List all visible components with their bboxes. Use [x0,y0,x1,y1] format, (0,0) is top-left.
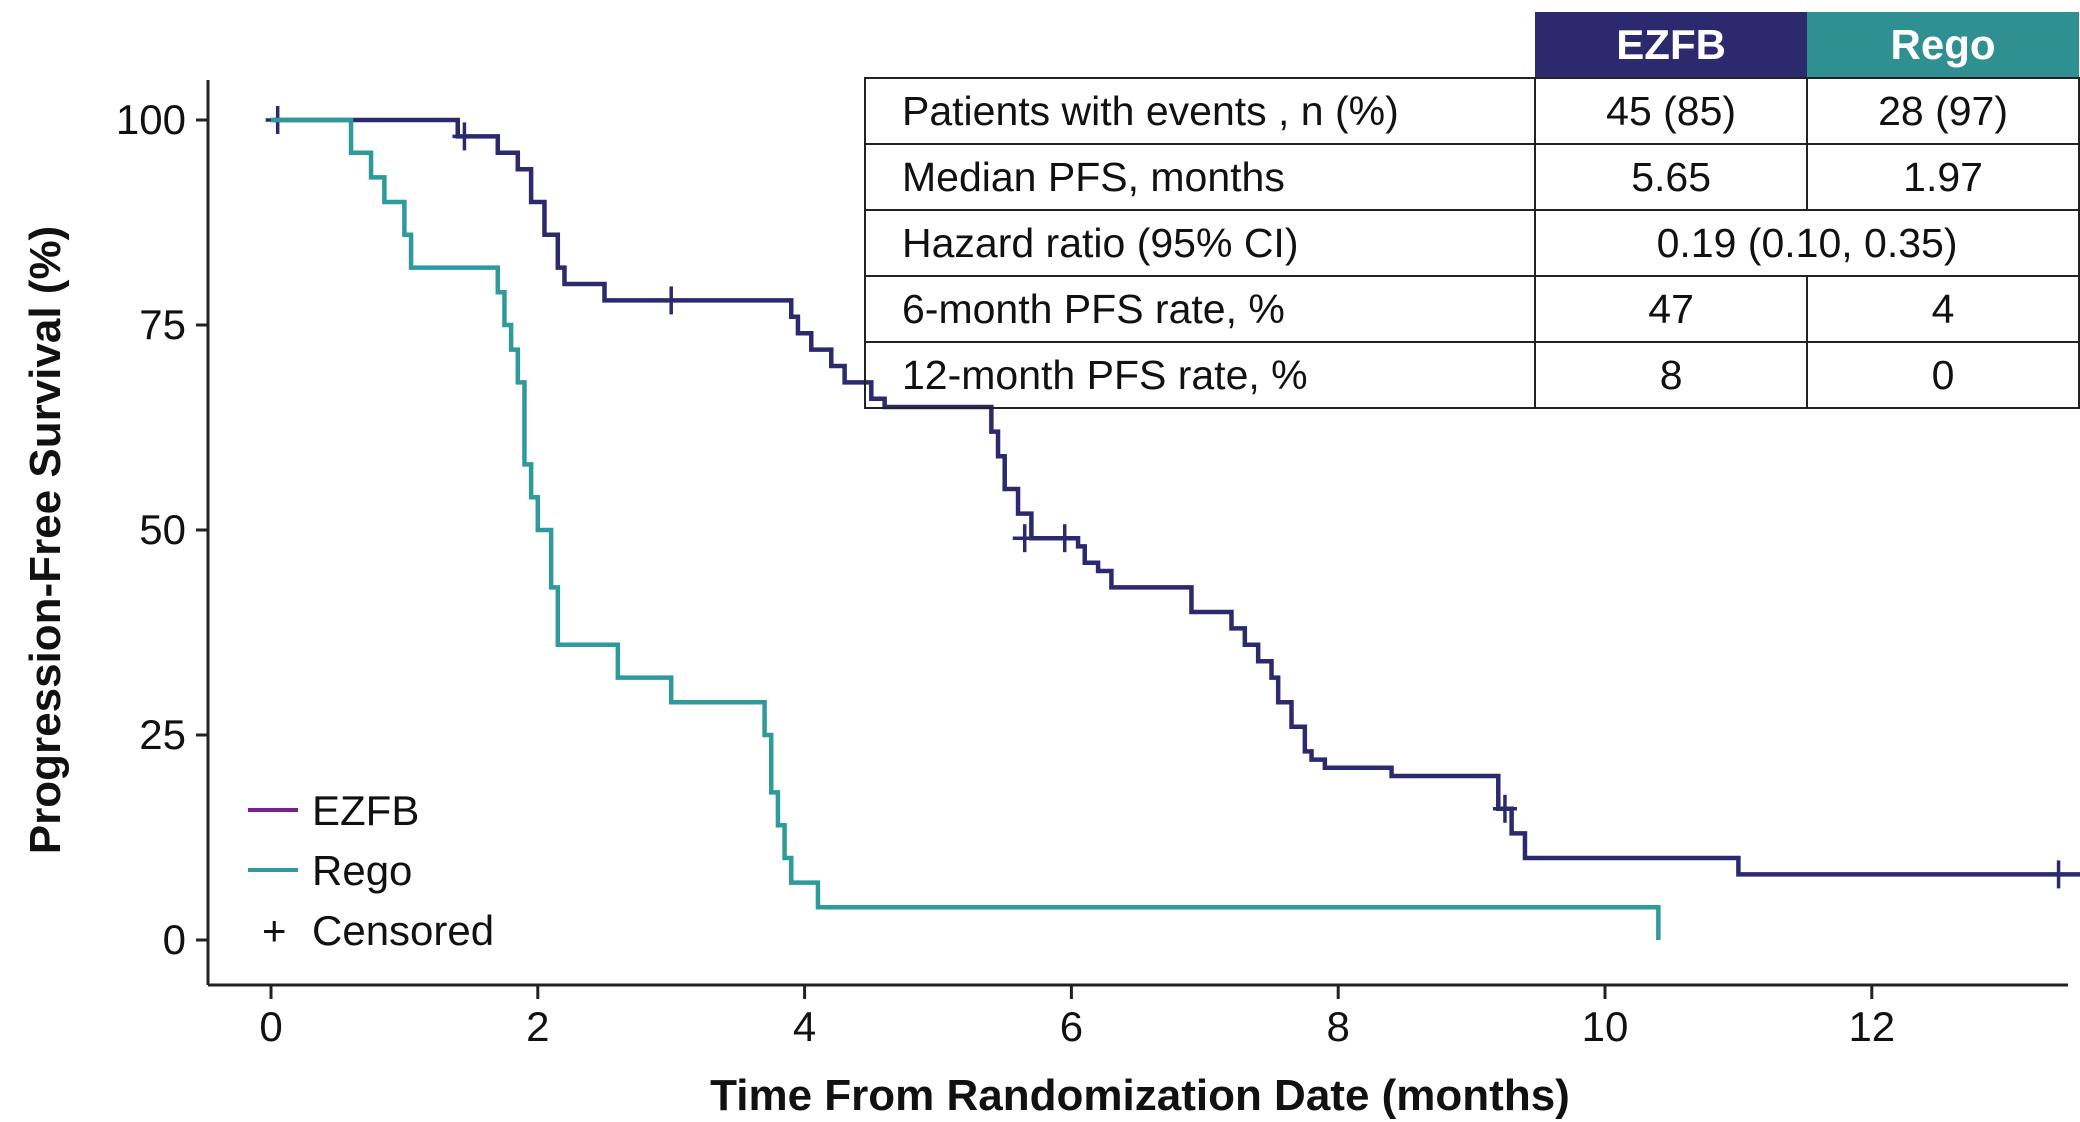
table-row: Median PFS, months 5.65 1.97 [863,143,2080,211]
table-cell-ezfb: 47 [1534,275,1809,343]
axes-layer: 025507510002468101214161820222426 [116,80,2068,1050]
table-row: Patients with events , n (%) 45 (85) 28 … [863,77,2080,145]
x-tick-label: 10 [1582,1003,1629,1050]
series-line-rego [271,117,1661,940]
censor-mark-ezfb [2046,860,2071,889]
table-header-spacer [865,12,1535,78]
summary-table: EZFB Rego Patients with events , n (%) 4… [863,12,2080,409]
table-row: 6-month PFS rate, % 47 4 [863,275,2080,343]
x-tick-label: 4 [793,1003,816,1050]
table-row-label: Median PFS, months [863,143,1537,211]
table-row: 12-month PFS rate, % 8 0 [863,341,2080,409]
table-cell-ezfb: 5.65 [1534,143,1809,211]
y-tick-label: 25 [139,711,186,758]
table-cell-rego: 4 [1806,275,2080,343]
legend: EZFB Rego + Censored [248,787,494,954]
censor-mark-ezfb [1052,524,1077,553]
x-tick-label: 0 [259,1003,282,1050]
table-header-ezfb: EZFB [1535,12,1808,78]
y-tick-label: 100 [116,96,186,143]
censor-mark-ezfb [452,122,477,151]
x-tick-label: 6 [1060,1003,1083,1050]
table-row-label: Patients with events , n (%) [863,77,1537,145]
legend-censored-label: Censored [312,907,494,954]
legend-rego-label: Rego [312,847,412,894]
table-row-label: Hazard ratio (95% CI) [863,209,1537,277]
table-cell-rego: 1.97 [1806,143,2080,211]
series-line-ezfb [271,117,2080,877]
y-tick-label: 75 [139,301,186,348]
table-header-row: EZFB Rego [865,12,2079,78]
table-row-label: 6-month PFS rate, % [863,275,1537,343]
censor-mark-ezfb [659,286,684,315]
table-row: Hazard ratio (95% CI) 0.19 (0.10, 0.35) [863,209,2080,277]
x-tick-label: 2 [526,1003,549,1050]
x-axis-title: Time From Randomization Date (months) [710,1071,1570,1120]
legend-ezfb-label: EZFB [312,787,419,834]
y-tick-label: 50 [139,506,186,553]
table-cell-hazard-ratio: 0.19 (0.10, 0.35) [1534,209,2080,277]
series-layer [265,106,2080,940]
table-cell-rego: 0 [1806,341,2080,409]
table-cell-ezfb: 45 (85) [1534,77,1809,145]
censor-mark-ezfb [1012,524,1037,553]
legend-censored-marker: + [262,907,287,954]
table-cell-ezfb: 8 [1534,341,1809,409]
y-axis-title: Progression-Free Survival (%) [21,226,70,854]
x-tick-label: 8 [1327,1003,1350,1050]
table-cell-rego: 28 (97) [1806,77,2080,145]
censor-mark-ezfb [1492,794,1517,823]
table-header-rego: Rego [1807,12,2079,78]
x-tick-label: 12 [1848,1003,1895,1050]
table-row-label: 12-month PFS rate, % [863,341,1537,409]
y-tick-label: 0 [163,916,186,963]
